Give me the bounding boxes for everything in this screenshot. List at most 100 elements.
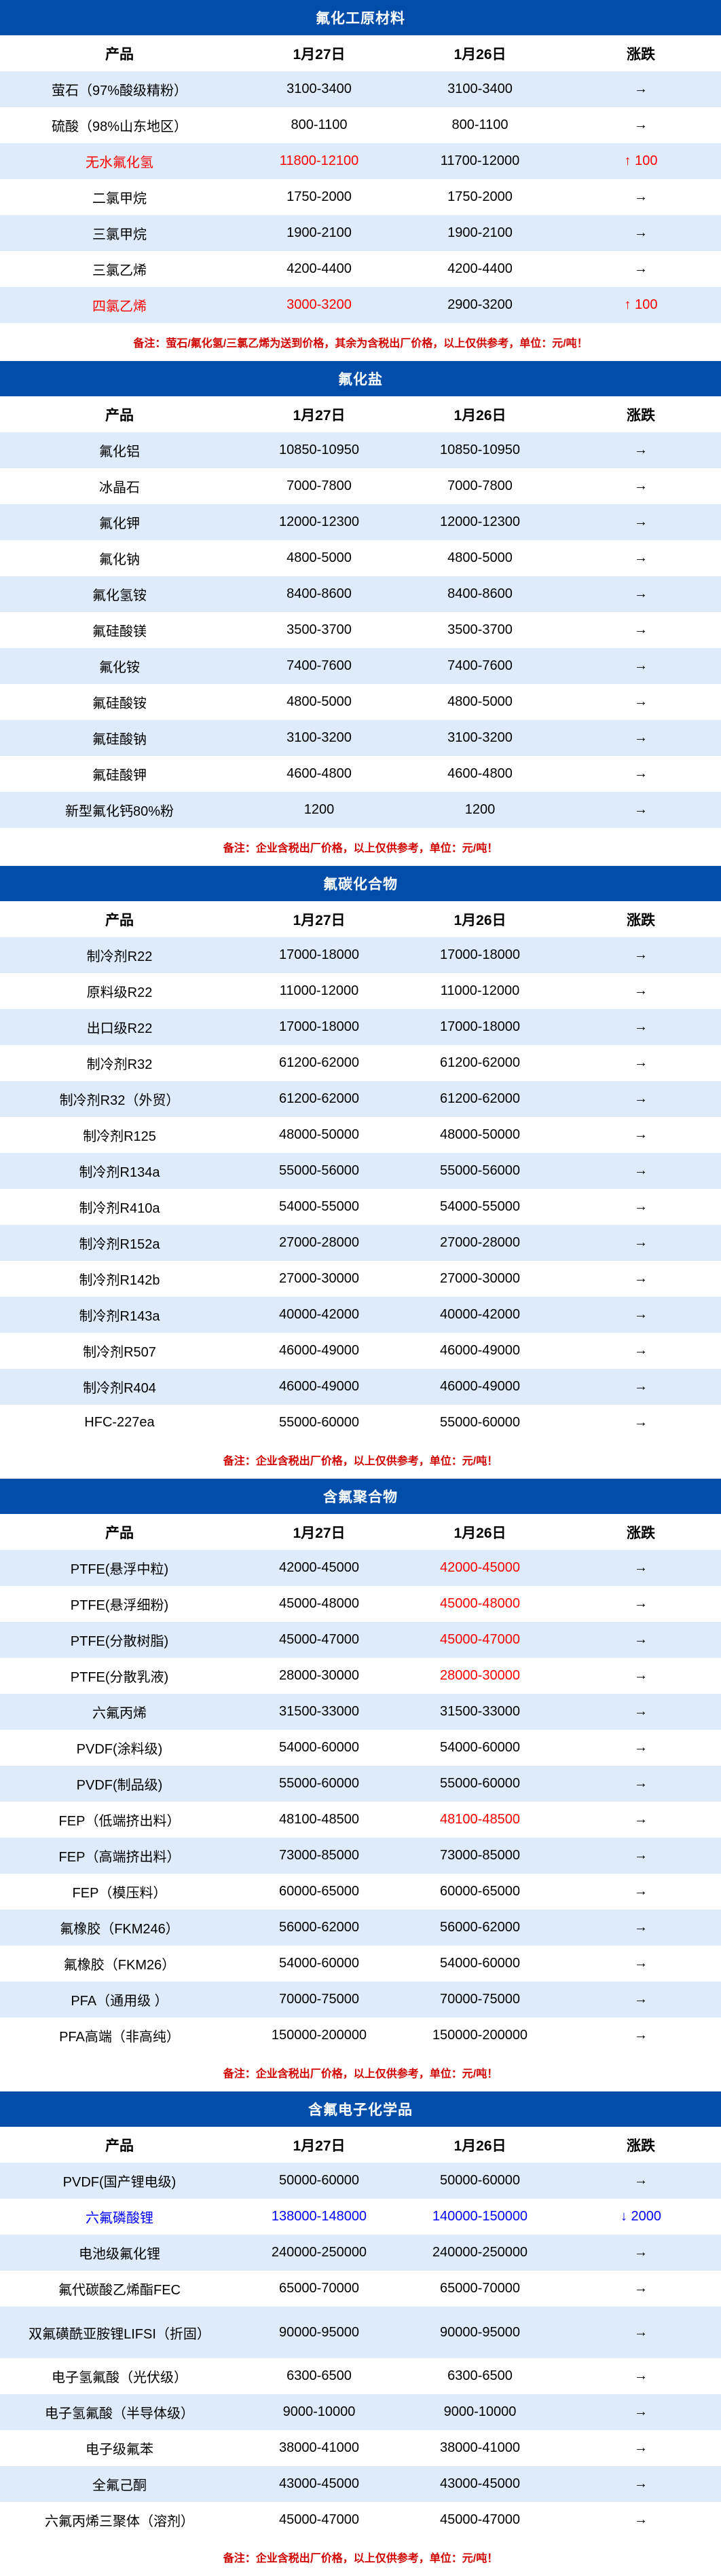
cell-change: → xyxy=(634,2173,648,2188)
cell-product: 氟硅酸镁 xyxy=(92,624,147,639)
cell-price-jan26: 55000-60000 xyxy=(440,1415,520,1430)
cell-change: → xyxy=(634,2476,648,2491)
table-row: PVDF(制品级) 55000-60000 55000-60000 → xyxy=(0,1766,721,1802)
cell-change: → xyxy=(634,2512,648,2527)
cell-product: 制冷剂R143a xyxy=(79,1309,160,1324)
cell-change: → xyxy=(634,1668,648,1683)
cell-price-jan27: 54000-60000 xyxy=(279,1740,359,1755)
table-row: 制冷剂R32 61200-62000 61200-62000 → xyxy=(0,1045,721,1081)
cell-price-jan26: 17000-18000 xyxy=(440,947,520,962)
cell-price-jan27: 38000-41000 xyxy=(279,2440,359,2455)
cell-price-jan26: 61200-62000 xyxy=(440,1091,520,1106)
cell-price-jan27: 12000-12300 xyxy=(279,514,359,529)
cell-product: 氟化钠 xyxy=(99,552,140,567)
cell-product: 制冷剂R410a xyxy=(79,1201,160,1216)
cell-change: → xyxy=(634,694,648,709)
cell-price-jan27: 1900-2100 xyxy=(286,225,352,240)
cell-change: ↑ 100 xyxy=(624,153,658,168)
cell-price-jan26: 70000-75000 xyxy=(440,1992,520,2007)
column-header-row: 产品 1月27日 1月26日 涨跌 xyxy=(0,901,721,937)
column-header-product: 产品 xyxy=(105,1525,134,1541)
cell-product: 硫酸（98%山东地区） xyxy=(51,119,188,134)
cell-product: 制冷剂R507 xyxy=(83,1345,156,1360)
cell-price-jan26: 11700-12000 xyxy=(440,153,520,168)
cell-change: → xyxy=(634,2281,648,2296)
cell-change: → xyxy=(634,2245,648,2260)
cell-price-jan26: 1200 xyxy=(464,802,496,817)
cell-price-jan27: 11000-12000 xyxy=(279,983,359,998)
cell-change: → xyxy=(634,766,648,781)
cell-product: 氟橡胶（FKM246） xyxy=(60,1922,179,1937)
table-row: PFA（通用级 ） 70000-75000 70000-75000 → xyxy=(0,1982,721,2018)
cell-price-jan27: 46000-49000 xyxy=(279,1379,359,1394)
column-header-price-jan27: 1月27日 xyxy=(293,46,346,62)
cell-price-jan27: 31500-33000 xyxy=(279,1704,359,1719)
cell-product: 六氟丙烯 xyxy=(92,1706,147,1721)
cell-price-jan27: 42000-45000 xyxy=(279,1560,359,1575)
cell-change: → xyxy=(634,586,648,601)
cell-product: 氟化铵 xyxy=(99,660,140,675)
table-row: 制冷剂R152a 27000-28000 27000-28000 → xyxy=(0,1225,721,1261)
table-row: 全氟己酮 43000-45000 43000-45000 → xyxy=(0,2466,721,2502)
cell-price-jan26: 45000-47000 xyxy=(440,1632,520,1647)
cell-product: PTFE(悬浮中粒) xyxy=(70,1562,169,1577)
cell-price-jan26: 54000-55000 xyxy=(440,1199,520,1214)
column-header-price-jan26: 1月26日 xyxy=(454,46,506,62)
cell-change: → xyxy=(634,550,648,565)
cell-change: → xyxy=(634,1632,648,1647)
table-row: 萤石（97%酸级精粉） 3100-3400 3100-3400 → xyxy=(0,71,721,107)
column-header-price-jan27: 1月27日 xyxy=(293,1525,346,1541)
column-header-price-jan26: 1月26日 xyxy=(454,912,506,928)
cell-change: → xyxy=(634,2028,648,2043)
cell-change: → xyxy=(634,1956,648,1971)
cell-change: → xyxy=(634,730,648,745)
cell-change: → xyxy=(634,1379,648,1394)
cell-price-jan26: 48000-50000 xyxy=(440,1127,520,1142)
cell-price-jan27: 3000-3200 xyxy=(286,297,352,312)
table-row: 氟硅酸钾 4600-4800 4600-4800 → xyxy=(0,756,721,792)
table-row: 制冷剂R404 46000-49000 46000-49000 → xyxy=(0,1369,721,1405)
cell-price-jan26: 3100-3200 xyxy=(447,730,513,745)
cell-price-jan27: 9000-10000 xyxy=(282,2404,356,2419)
table-row: 三氯甲烷 1900-2100 1900-2100 → xyxy=(0,215,721,251)
cell-product: 萤石（97%酸级精粉） xyxy=(51,83,188,98)
cell-price-jan26: 800-1100 xyxy=(451,117,509,132)
section-table: 氟化盐 产品 1月27日 1月26日 涨跌 氟化铝 10850-10950 10850-109… xyxy=(0,361,721,866)
cell-change: → xyxy=(634,2324,648,2340)
cell-price-jan26: 56000-62000 xyxy=(440,1920,520,1935)
cell-price-jan27: 61200-62000 xyxy=(279,1055,359,1070)
table-row: 氟硅酸铵 4800-5000 4800-5000 → xyxy=(0,684,721,720)
cell-price-jan27: 150000-200000 xyxy=(271,2028,367,2043)
section-table: 含氟电子化学品 产品 1月27日 1月26日 涨跌 PVDF(国产锂电级) 50000-60… xyxy=(0,2091,721,2576)
column-header-price-jan26: 1月26日 xyxy=(454,407,506,423)
cell-price-jan26: 17000-18000 xyxy=(440,1019,520,1034)
cell-product: 制冷剂R134a xyxy=(79,1165,160,1180)
cell-price-jan27: 4600-4800 xyxy=(286,766,352,781)
cell-price-jan26: 3500-3700 xyxy=(447,622,513,637)
cell-price-jan26: 6300-6500 xyxy=(447,2368,513,2383)
cell-price-jan27: 1750-2000 xyxy=(286,189,352,204)
table-row: 六氟丙烯三聚体（溶剂） 45000-47000 45000-47000 → xyxy=(0,2502,721,2538)
cell-change: → xyxy=(634,1415,648,1430)
cell-price-jan26: 7400-7600 xyxy=(447,658,513,673)
cell-product: 六氟丙烯三聚体（溶剂） xyxy=(45,2514,194,2529)
cell-price-jan26: 240000-250000 xyxy=(432,2245,528,2260)
cell-price-jan27: 73000-85000 xyxy=(279,1848,359,1863)
cell-price-jan26: 9000-10000 xyxy=(443,2404,517,2419)
cell-change: → xyxy=(634,1235,648,1250)
table-row: PFA高端（非高纯） 150000-200000 150000-200000 → xyxy=(0,2018,721,2053)
table-row: 制冷剂R22 17000-18000 17000-18000 → xyxy=(0,937,721,973)
cell-product: 制冷剂R142b xyxy=(79,1273,160,1288)
cell-change: → xyxy=(634,1812,648,1827)
column-header-price-jan27: 1月27日 xyxy=(293,912,346,928)
cell-price-jan27: 3100-3200 xyxy=(286,730,352,745)
table-row: 出口级R22 17000-18000 17000-18000 → xyxy=(0,1009,721,1045)
cell-price-jan27: 45000-47000 xyxy=(279,2512,359,2527)
column-header-price-jan27: 1月27日 xyxy=(293,2138,346,2154)
cell-price-jan26: 140000-150000 xyxy=(432,2209,528,2224)
cell-change: → xyxy=(634,1884,648,1899)
table-row: 新型氟化钙80%粉 1200 1200 → xyxy=(0,792,721,828)
table-row: 氟代碳酸乙烯酯FEC 65000-70000 65000-70000 → xyxy=(0,2271,721,2307)
cell-price-jan26: 73000-85000 xyxy=(440,1848,520,1863)
cell-product: PFA（通用级 ） xyxy=(71,1994,168,2009)
